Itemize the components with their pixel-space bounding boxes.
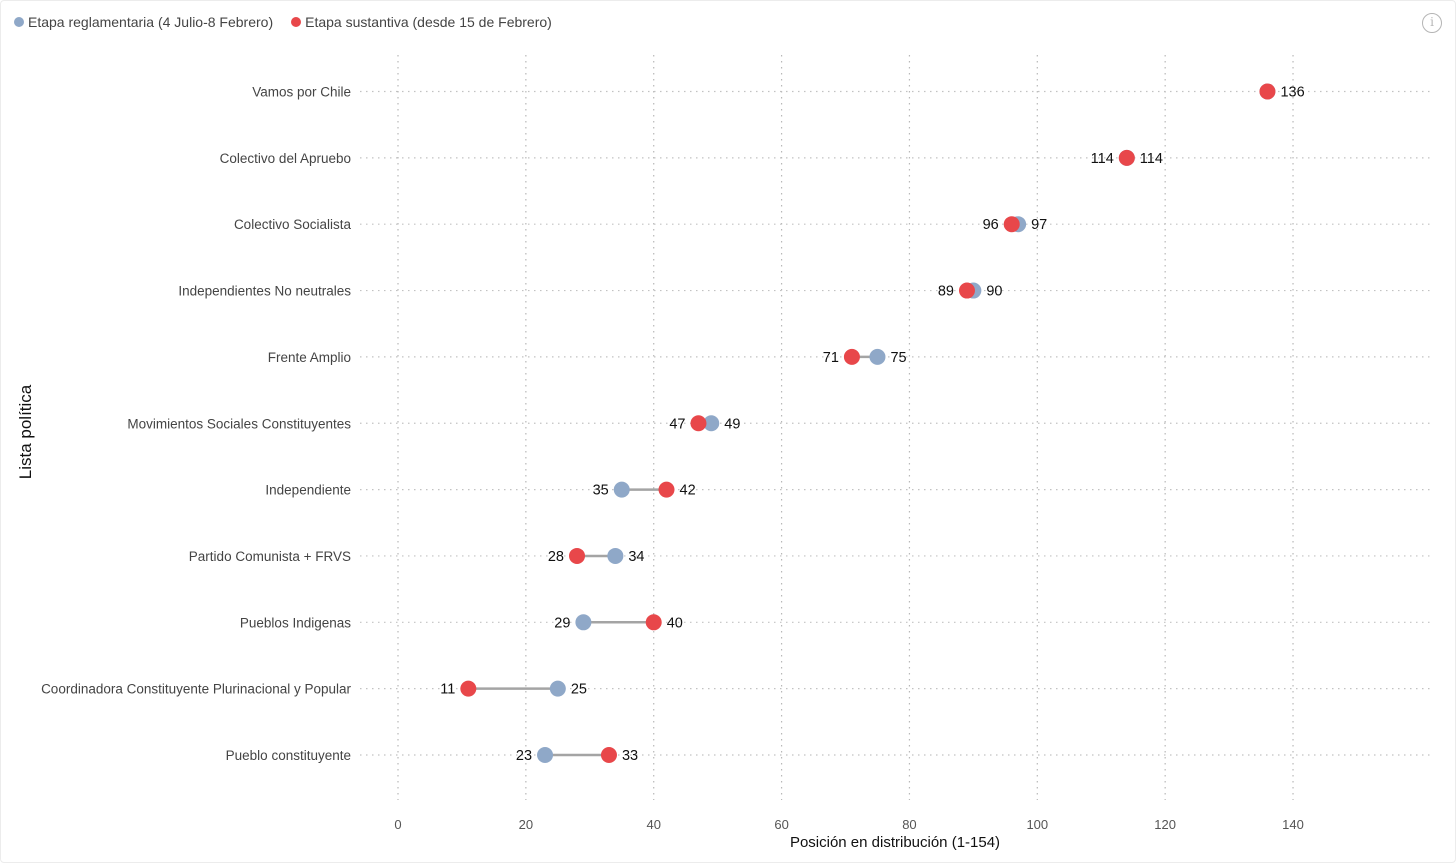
x-tick-label: 80 [902, 817, 916, 832]
y-tick-label: Coordinadora Constituyente Plurinacional… [41, 682, 351, 697]
data-label-high: 33 [622, 748, 638, 764]
data-label-high: 114 [1140, 151, 1163, 167]
point-sustantiva [690, 415, 707, 432]
legend-label-reglamentaria: Etapa reglamentaria (4 Julio-8 Febrero) [28, 14, 274, 30]
data-label-low: 71 [823, 350, 839, 366]
x-tick-label: 140 [1282, 817, 1304, 832]
x-axis-title: Posición en distribución (1-154) [789, 834, 1001, 851]
point-sustantiva [1003, 216, 1020, 233]
y-tick-label: Independiente [265, 483, 351, 498]
data-label-low: 29 [554, 615, 570, 631]
legend-marker-reglamentaria [14, 17, 24, 27]
data-label-high: 42 [680, 483, 696, 499]
y-tick-label: Colectivo Socialista [234, 217, 352, 232]
point-reglamentaria [537, 747, 554, 763]
x-tick-label: 120 [1154, 817, 1176, 832]
point-reglamentaria [703, 415, 720, 432]
y-tick-label: Independientes No neutrales [178, 284, 351, 299]
legend-item-sustantiva[interactable]: Etapa sustantiva (desde 15 de Febrero) [291, 14, 552, 30]
y-tick-label: Pueblo constituyente [226, 748, 351, 763]
legend-marker-sustantiva [291, 17, 302, 27]
x-tick-label: 20 [519, 817, 533, 832]
data-label: 136 [1280, 85, 1304, 101]
point-reglamentaria [575, 614, 592, 631]
data-label-low: 28 [548, 549, 564, 565]
x-tick-label: 60 [774, 817, 788, 832]
point-reglamentaria [613, 481, 630, 498]
data-label-high: 90 [986, 284, 1002, 300]
legend-item-reglamentaria[interactable]: Etapa reglamentaria (4 Julio-8 Febrero) [14, 14, 273, 30]
y-tick-label: Colectivo del Apruebo [220, 151, 351, 166]
x-tick-label: 40 [646, 817, 660, 832]
data-label-high: 40 [667, 615, 683, 631]
point-sustantiva [460, 680, 477, 697]
point-sustantiva [1259, 83, 1276, 100]
data-label-low: 89 [938, 284, 954, 300]
point-reglamentaria [549, 680, 566, 697]
data-label-high: 97 [1031, 217, 1047, 233]
data-label-low: 35 [593, 483, 609, 499]
data-label-low: 11 [440, 682, 455, 698]
point-sustantiva [658, 481, 675, 498]
y-tick-label: Partido Comunista + FRVS [189, 549, 351, 564]
point-sustantiva [1118, 149, 1135, 166]
data-label-high: 25 [571, 682, 587, 698]
point-sustantiva [843, 348, 860, 365]
data-label-high: 49 [724, 416, 740, 432]
data-label-high: 34 [628, 549, 644, 565]
data-label-low: 23 [516, 748, 532, 764]
x-tick-label: 100 [1026, 817, 1048, 832]
point-sustantiva [600, 747, 617, 763]
legend: Etapa reglamentaria (4 Julio-8 Febrero) … [14, 14, 552, 30]
info-icon[interactable]: i [1422, 13, 1442, 33]
point-sustantiva [958, 282, 975, 299]
point-reglamentaria [869, 348, 886, 365]
point-sustantiva [645, 614, 662, 631]
data-label-low: 114 [1091, 151, 1114, 167]
y-tick-label: Frente Amplio [268, 350, 351, 365]
point-sustantiva [569, 547, 586, 564]
point-reglamentaria [607, 547, 624, 564]
data-label-low: 47 [669, 416, 685, 432]
y-tick-label: Movimientos Sociales Constituyentes [127, 416, 351, 431]
data-label-high: 75 [890, 350, 906, 366]
y-tick-label: Vamos por Chile [252, 85, 351, 100]
data-label-low: 96 [983, 217, 999, 233]
legend-label-sustantiva: Etapa sustantiva (desde 15 de Febrero) [305, 14, 552, 30]
x-tick-label: 0 [394, 817, 401, 832]
y-tick-label: Pueblos Indigenas [240, 615, 351, 630]
